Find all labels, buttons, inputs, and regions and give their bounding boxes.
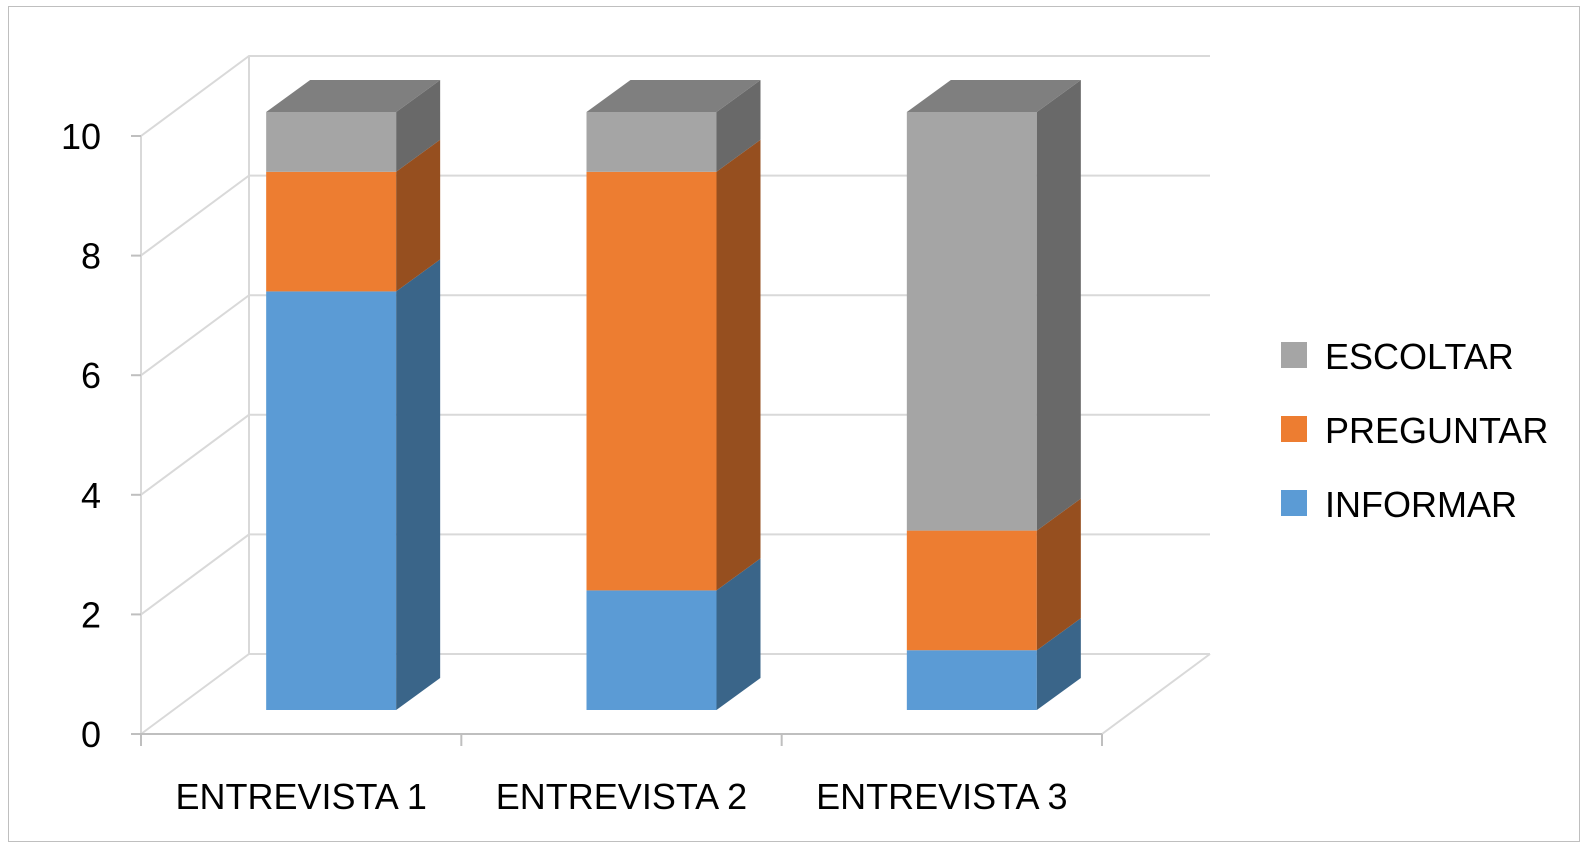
x-category-labels: ENTREVISTA 1 ENTREVISTA 2 ENTREVISTA 3 bbox=[175, 776, 1067, 817]
legend-label-informar: INFORMAR bbox=[1325, 484, 1517, 525]
y-tick-label: 0 bbox=[81, 714, 101, 755]
y-tick-label: 10 bbox=[61, 116, 101, 157]
gridline bbox=[140, 533, 1210, 616]
y-tick-labels: 0 2 4 6 8 10 bbox=[61, 116, 101, 755]
legend-label-escoltar: ESCOLTAR bbox=[1325, 336, 1514, 377]
bar-segment-informar-3 bbox=[906, 650, 1037, 710]
gridline bbox=[140, 294, 1210, 377]
bar-side-preguntar-3 bbox=[1036, 498, 1081, 651]
bar-top-1 bbox=[266, 80, 441, 112]
bar-side-escoltar-2 bbox=[716, 80, 761, 172]
legend: ESCOLTAR PREGUNTAR INFORMAR bbox=[1281, 336, 1548, 525]
bar-side-escoltar-1 bbox=[396, 80, 441, 172]
legend-label-preguntar: PREGUNTAR bbox=[1325, 410, 1548, 451]
bar-side-informar-3 bbox=[1036, 618, 1081, 710]
y-tick-label: 6 bbox=[81, 355, 101, 396]
gridline bbox=[140, 413, 1210, 496]
y-tick-label: 4 bbox=[81, 475, 101, 516]
bar-segment-informar-2 bbox=[586, 590, 717, 710]
legend-swatch-informar bbox=[1281, 490, 1307, 516]
bar-segment-informar-1 bbox=[266, 291, 397, 710]
x-category-label: ENTREVISTA 2 bbox=[496, 776, 747, 817]
bar-segment-preguntar-1 bbox=[266, 171, 397, 292]
bar-segment-escoltar-3 bbox=[906, 112, 1037, 531]
gridlines bbox=[140, 55, 1210, 735]
x-category-label: ENTREVISTA 1 bbox=[175, 776, 426, 817]
x-category-label: ENTREVISTA 3 bbox=[816, 776, 1067, 817]
bar-side-preguntar-1 bbox=[396, 139, 441, 292]
bar-side-preguntar-2 bbox=[716, 139, 761, 591]
y-tick-label: 2 bbox=[81, 594, 101, 635]
chart-frame: 0 2 4 6 8 10 ENTREVISTA 1 ENTREVISTA 2 ENTREVIS… bbox=[8, 6, 1580, 842]
legend-swatch-preguntar bbox=[1281, 416, 1307, 442]
bars bbox=[266, 80, 1081, 710]
bar-segment-preguntar-3 bbox=[906, 530, 1037, 651]
floor-right-edge bbox=[1101, 653, 1211, 735]
chart-walls bbox=[140, 56, 1211, 735]
bar-segment-escoltar-1 bbox=[266, 112, 397, 172]
bar-top-2 bbox=[586, 80, 761, 112]
bar-side-informar-1 bbox=[396, 259, 441, 710]
gridline bbox=[140, 55, 1210, 137]
bar-side-escoltar-3 bbox=[1036, 80, 1081, 531]
bar-side-informar-2 bbox=[716, 558, 761, 710]
gridline bbox=[140, 653, 1210, 735]
gridline bbox=[140, 174, 1210, 257]
axes bbox=[131, 135, 1103, 746]
bar-segment-preguntar-2 bbox=[586, 171, 717, 591]
bar-top-3 bbox=[906, 80, 1081, 112]
bar-segment-escoltar-2 bbox=[586, 112, 717, 172]
y-tick-label: 8 bbox=[81, 236, 101, 277]
legend-swatch-escoltar bbox=[1281, 342, 1307, 368]
